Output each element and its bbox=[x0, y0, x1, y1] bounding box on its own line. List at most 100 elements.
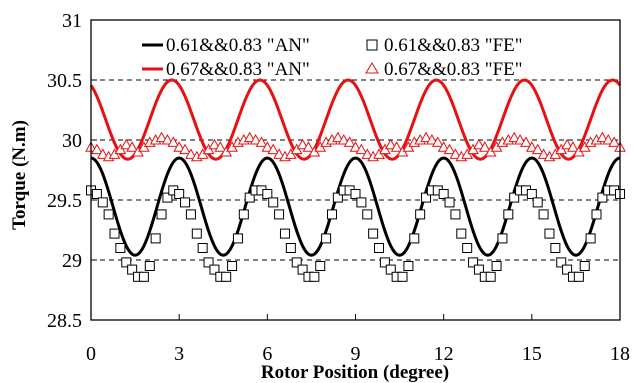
x-tick-label-0: 0 bbox=[86, 343, 96, 365]
series-1-point-2 bbox=[97, 197, 108, 208]
series-1-point-62 bbox=[450, 209, 461, 220]
legend: 0.61&&0.83 "AN" 0.61&&0.83 "FE" 0.67&&0.… bbox=[142, 35, 523, 80]
series-1-point-80 bbox=[556, 257, 567, 268]
series-1-point-86 bbox=[591, 209, 602, 220]
series-3-point-36 bbox=[296, 138, 309, 150]
series-1-point-12 bbox=[156, 209, 167, 220]
series-0 bbox=[90, 156, 621, 257]
series-1-point-45 bbox=[350, 189, 361, 199]
series-1-point-3 bbox=[103, 209, 114, 220]
series-3-point-62 bbox=[449, 148, 462, 159]
x-axis-title: Rotor Position (degree) bbox=[261, 362, 449, 383]
legend-label-1: 0.61&&0.83 "FE" bbox=[384, 35, 523, 56]
series-1-point-6 bbox=[121, 257, 132, 268]
series-3-point-6 bbox=[120, 138, 133, 150]
series-1-point-70 bbox=[497, 233, 508, 244]
series-3-point-52 bbox=[390, 141, 403, 152]
series-1-point-34 bbox=[285, 243, 296, 253]
series-1-point-30 bbox=[262, 189, 273, 199]
series-3-point-32 bbox=[273, 148, 285, 159]
series-1-point-23 bbox=[221, 271, 232, 282]
x-tick-label-3: 9 bbox=[351, 343, 361, 365]
legend-swatch-1 bbox=[366, 39, 378, 51]
series-1-point-25 bbox=[232, 233, 243, 244]
y-tick-label-5: 31 bbox=[62, 10, 82, 32]
series-3-point-89 bbox=[608, 136, 620, 147]
y-axis-title: Torque (N.m) bbox=[9, 120, 30, 230]
series-3-point-74 bbox=[520, 136, 532, 147]
series-3-point-87 bbox=[596, 131, 609, 143]
series-1-point-79 bbox=[550, 243, 561, 253]
series-1-point-64 bbox=[462, 243, 473, 253]
series-1-point-71 bbox=[503, 209, 514, 220]
series-1-point-85 bbox=[585, 233, 596, 244]
series-3-point-17 bbox=[185, 148, 197, 159]
series-1-point-39 bbox=[315, 261, 326, 271]
series-3-point-44 bbox=[343, 136, 356, 147]
series-1-point-68 bbox=[485, 271, 496, 282]
y-tick-label-4: 30.5 bbox=[47, 70, 82, 92]
series-1-point-47 bbox=[362, 209, 373, 220]
y-axis-ticks: 28.5 29 29.5 30 30.5 31 bbox=[47, 10, 97, 332]
series-3-point-46 bbox=[355, 143, 368, 155]
series-1-point-1 bbox=[91, 189, 102, 199]
series-1-point-38 bbox=[309, 271, 320, 282]
series-3-point-51 bbox=[384, 138, 397, 150]
series-3-point-88 bbox=[602, 133, 615, 145]
series-1-point-61 bbox=[444, 197, 455, 208]
series-1-point-26 bbox=[238, 209, 249, 220]
series-3-point-21 bbox=[208, 138, 221, 150]
series-1-point-4 bbox=[109, 228, 120, 239]
series-1-point-56 bbox=[415, 209, 426, 220]
x-tick-label-2: 6 bbox=[262, 343, 272, 365]
series-1-point-63 bbox=[456, 228, 467, 239]
series-1-point-75 bbox=[526, 189, 537, 199]
series-3-point-82 bbox=[567, 141, 579, 152]
x-axis-ticks: 0 3 6 9 12 15 18 bbox=[86, 314, 630, 365]
series-3-point-12 bbox=[155, 131, 168, 143]
series-layer bbox=[85, 78, 626, 282]
series-3-point-75 bbox=[525, 141, 538, 152]
series-3-point-27 bbox=[243, 131, 256, 143]
series-3-point-28 bbox=[249, 133, 262, 145]
series-1-point-20 bbox=[203, 257, 214, 268]
series-1-point-54 bbox=[403, 261, 414, 271]
series-1-point-51 bbox=[385, 264, 396, 275]
series-1-point-87 bbox=[597, 192, 608, 203]
series-1-point-83 bbox=[573, 271, 584, 282]
series-1-point-60 bbox=[438, 189, 449, 199]
series-3-point-45 bbox=[349, 141, 362, 152]
series-3-point-37 bbox=[302, 141, 315, 152]
series-3-point-58 bbox=[426, 133, 438, 145]
series-3-point-31 bbox=[267, 143, 280, 155]
legend-label-0: 0.61&&0.83 "AN" bbox=[166, 35, 310, 56]
series-1-point-42 bbox=[332, 192, 343, 203]
series-1-point-76 bbox=[532, 197, 543, 208]
series-3-point-30 bbox=[261, 141, 274, 152]
series-1-point-24 bbox=[227, 261, 238, 271]
series-3-point-57 bbox=[420, 131, 432, 143]
series-1-point-19 bbox=[197, 243, 208, 253]
series-2-line bbox=[89, 78, 622, 161]
series-3-point-7 bbox=[126, 141, 138, 152]
series-3-point-72 bbox=[508, 131, 521, 143]
series-3-point-16 bbox=[179, 143, 191, 155]
series-1-point-77 bbox=[538, 209, 549, 220]
series-3-point-47 bbox=[361, 148, 374, 159]
series-1-point-10 bbox=[144, 261, 155, 271]
series-1-point-27 bbox=[244, 192, 255, 203]
series-1-point-69 bbox=[491, 261, 502, 271]
series-1-point-78 bbox=[544, 228, 555, 239]
series-3-point-81 bbox=[561, 138, 573, 150]
series-3-point-22 bbox=[214, 141, 227, 152]
series-3-point-77 bbox=[537, 148, 550, 159]
series-1-point-46 bbox=[356, 197, 367, 208]
series-1-point-50 bbox=[379, 257, 390, 268]
series-3-point-2 bbox=[96, 148, 109, 159]
series-3-point-15 bbox=[173, 141, 186, 152]
grid-lines bbox=[91, 79, 620, 261]
y-tick-label-1: 29 bbox=[62, 250, 82, 272]
series-1-point-36 bbox=[297, 264, 308, 275]
series-3-point-76 bbox=[531, 143, 544, 155]
